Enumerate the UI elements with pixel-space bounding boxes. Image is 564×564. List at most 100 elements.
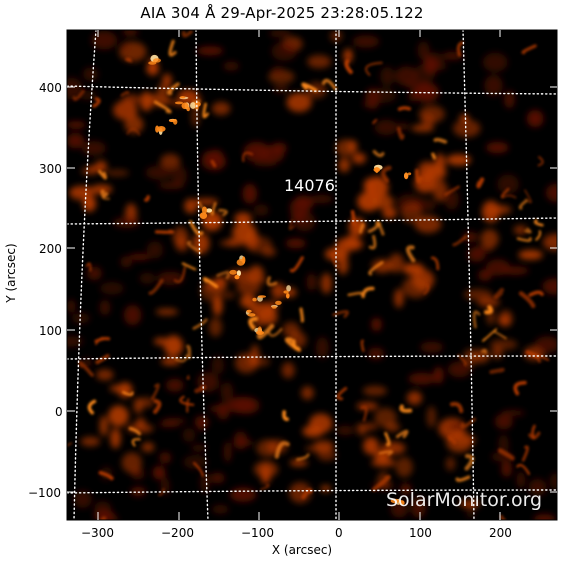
plasma-blob xyxy=(208,317,223,337)
plasma-blob xyxy=(445,456,456,471)
plasma-blob xyxy=(501,460,512,478)
plasma-blob xyxy=(80,436,101,447)
plasma-blob xyxy=(289,482,312,504)
plasma-loop xyxy=(359,222,365,234)
plasma-loop xyxy=(100,516,107,520)
plasma-kernel xyxy=(148,61,157,65)
plasma-blob xyxy=(110,428,121,449)
plasma-loop xyxy=(397,106,412,111)
plasma-blob xyxy=(281,362,295,379)
plasma-blob xyxy=(324,247,349,261)
y-tick-label: 200 xyxy=(39,242,62,256)
plasma-blob xyxy=(146,241,164,259)
plasma-blob xyxy=(113,217,140,229)
plasma-blob xyxy=(498,310,513,327)
plasma-blob xyxy=(453,119,481,138)
plasma-blob xyxy=(200,471,211,493)
plasma-loop xyxy=(174,354,188,363)
plasma-blob xyxy=(109,385,128,392)
plasma-loop xyxy=(193,462,204,477)
plasma-loop xyxy=(489,367,505,374)
plasma-loop xyxy=(457,354,467,366)
y-tick-label: 300 xyxy=(39,162,62,176)
plasma-blob xyxy=(320,273,332,294)
plasma-blob xyxy=(446,154,472,166)
plasma-kernel xyxy=(286,293,290,299)
plasma-kernel xyxy=(236,270,241,277)
plasma-loop xyxy=(186,344,192,359)
plasma-blob xyxy=(99,299,111,316)
plasma-blob xyxy=(82,67,99,81)
plasma-blob xyxy=(310,194,333,204)
plasma-blob xyxy=(211,356,225,375)
plasma-loop xyxy=(524,227,532,234)
plasma-loop xyxy=(521,445,529,462)
plasma-loop xyxy=(372,118,378,125)
x-axis-label: X (arcsec) xyxy=(271,543,333,557)
plasma-kernel xyxy=(286,285,291,292)
plasma-blob xyxy=(221,291,236,299)
plasma-blob xyxy=(491,345,503,360)
plasma-blob xyxy=(182,427,196,443)
y-tick-label: 0 xyxy=(55,405,63,419)
plasma-loop xyxy=(144,195,150,202)
plasma-loop xyxy=(288,219,295,231)
plasma-blob xyxy=(232,222,257,242)
plasma-loop xyxy=(95,337,106,345)
plasma-blob xyxy=(497,174,520,195)
plasma-blob xyxy=(414,82,439,103)
plasma-loop xyxy=(202,277,219,289)
plasma-loop xyxy=(431,152,437,160)
plasma-blob xyxy=(113,100,138,120)
y-tick-label: −100 xyxy=(28,486,61,500)
plasma-blob xyxy=(484,75,503,97)
plasma-blob xyxy=(477,296,500,307)
plasma-blob xyxy=(320,485,332,493)
plasma-blob xyxy=(139,272,156,284)
y-tick-label: 400 xyxy=(39,81,62,95)
plasma-blob xyxy=(480,229,499,249)
plasma-blob xyxy=(227,237,239,247)
plasma-loop xyxy=(186,240,202,254)
plasma-kernel xyxy=(229,269,237,275)
plasma-blob xyxy=(108,405,129,427)
plasma-blob xyxy=(494,413,513,430)
plasma-loop xyxy=(148,278,164,295)
plasma-blob xyxy=(160,153,181,169)
plasma-blob xyxy=(258,308,278,326)
plasma-loop xyxy=(248,316,259,331)
plasma-kernel xyxy=(174,101,184,105)
plasma-loop xyxy=(210,202,217,216)
plasma-kernel xyxy=(390,498,400,504)
plasma-blob xyxy=(293,195,315,210)
plasma-blob xyxy=(145,165,173,180)
plasma-loop xyxy=(361,286,375,299)
plasma-blob xyxy=(352,152,366,164)
plasma-blob xyxy=(122,30,139,36)
plasma-kernel xyxy=(283,290,289,294)
plasma-kernel xyxy=(256,330,264,335)
plasma-loop xyxy=(242,151,254,162)
plasma-blob xyxy=(223,441,232,463)
plasma-blob xyxy=(262,247,276,257)
plasma-loop xyxy=(100,189,109,198)
plasma-blob xyxy=(271,41,297,61)
x-tick-label: 100 xyxy=(409,526,432,540)
plasma-blob xyxy=(227,396,255,414)
plasma-kernel xyxy=(407,172,412,176)
plasma-blob xyxy=(365,87,380,110)
plasma-loop xyxy=(430,256,440,271)
plasma-blob xyxy=(250,344,260,367)
plasma-blob xyxy=(67,77,83,100)
plasma-loop xyxy=(444,185,460,196)
plasma-loop xyxy=(289,256,304,273)
plasma-blob xyxy=(545,183,557,202)
plasma-blob xyxy=(175,237,189,252)
plasma-blob xyxy=(165,378,184,392)
plasma-blob xyxy=(240,294,256,308)
plasma-loop xyxy=(131,438,141,447)
plasma-blob xyxy=(71,313,90,324)
x-tick-label: −100 xyxy=(241,526,274,540)
